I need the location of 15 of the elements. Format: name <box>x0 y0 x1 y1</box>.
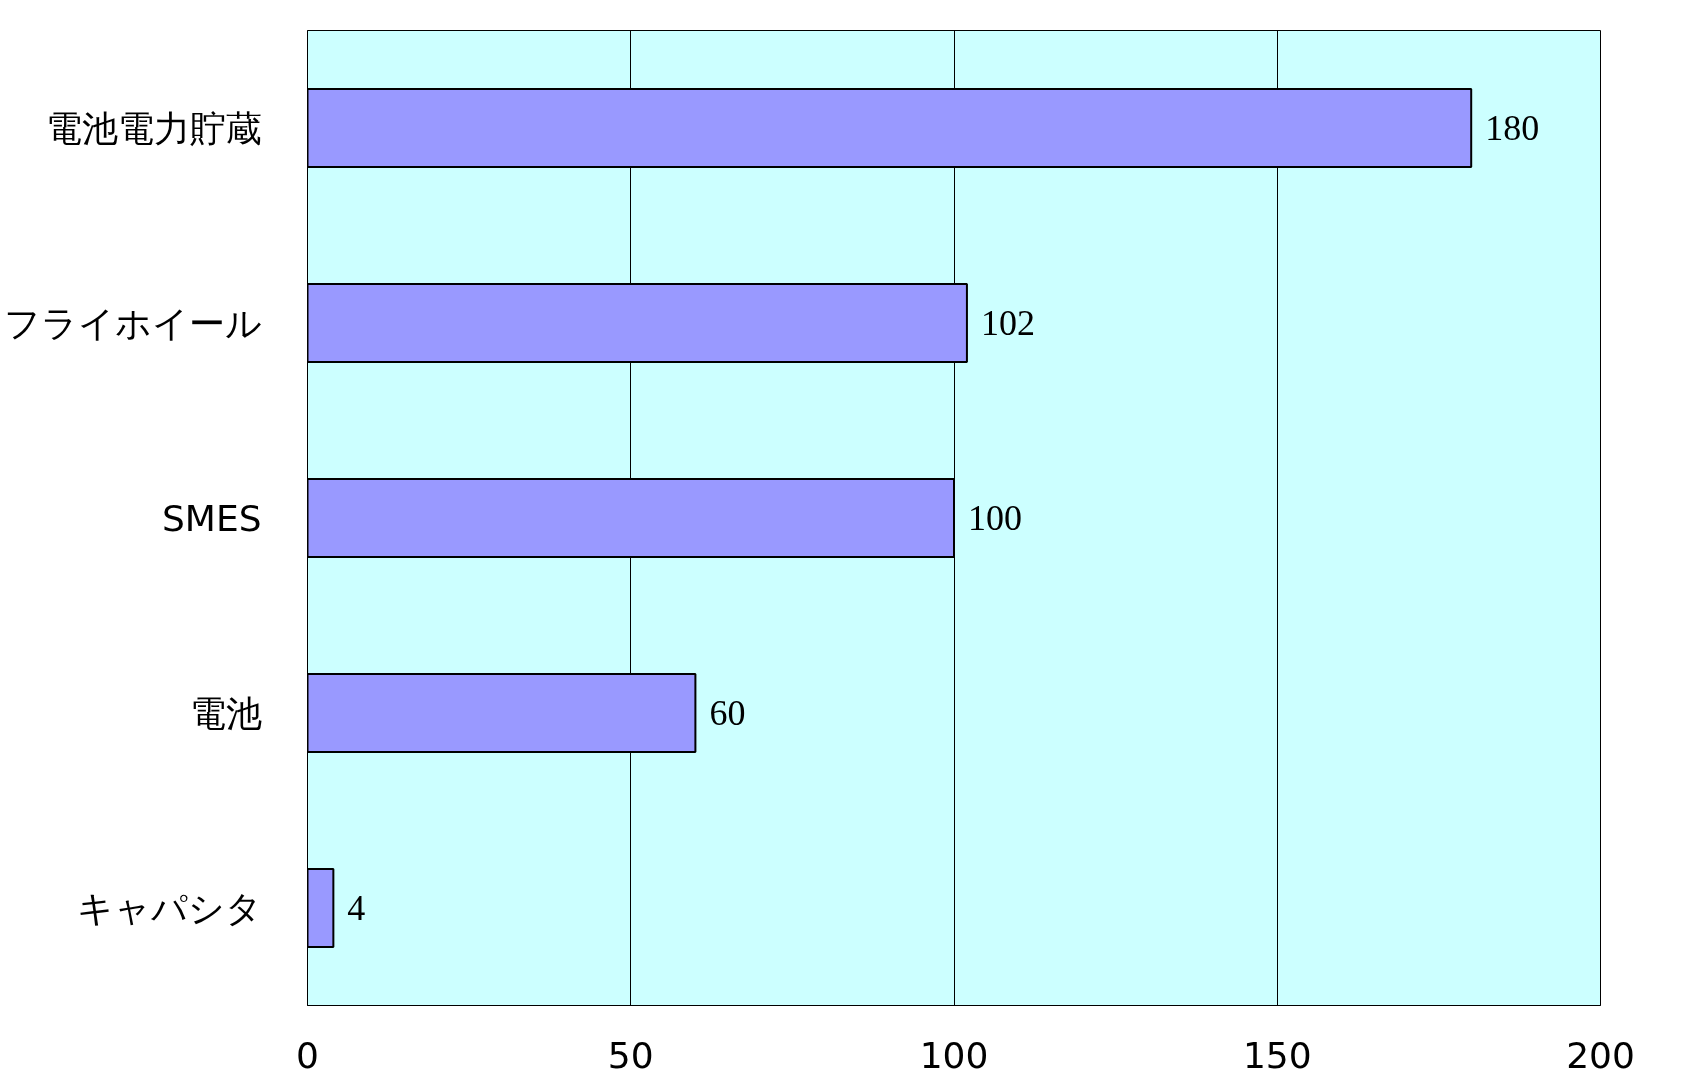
y-tick-label: フライホイール <box>3 302 262 344</box>
x-tick-label: 50 <box>607 1034 654 1076</box>
y-tick-label: SMES <box>161 497 262 539</box>
x-tick-label: 0 <box>296 1034 319 1076</box>
data-label: 180 <box>1485 108 1540 148</box>
x-tick-label: 100 <box>919 1034 989 1076</box>
y-tick-label: 電池 <box>189 692 262 734</box>
y-tick-label: キャパシタ <box>76 887 262 929</box>
y-tick-label: 電池電力貯蔵 <box>45 107 262 149</box>
x-tick-label: 150 <box>1242 1034 1312 1076</box>
data-label: 4 <box>347 888 366 928</box>
data-label: 102 <box>980 303 1035 343</box>
data-label: 60 <box>709 693 746 733</box>
data-label: 100 <box>968 498 1022 538</box>
x-tick-label: 200 <box>1566 1034 1635 1076</box>
